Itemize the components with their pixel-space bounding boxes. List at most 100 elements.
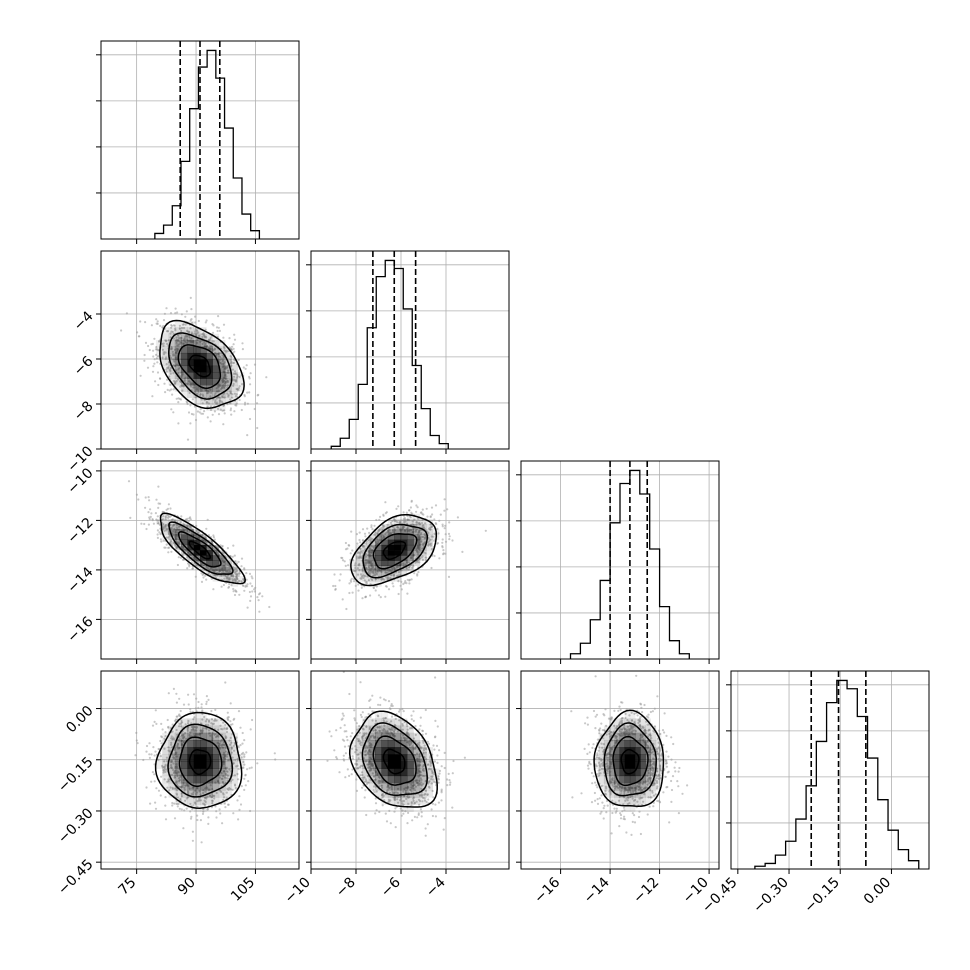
scatter-point <box>376 773 379 777</box>
scatter-point <box>381 804 384 807</box>
scatter-point <box>230 364 233 367</box>
scatter-point <box>222 583 225 587</box>
scatter-point <box>415 521 418 524</box>
scatter-point <box>170 326 173 329</box>
density-cell <box>212 378 220 386</box>
scatter-point <box>228 337 231 340</box>
density-cell <box>413 732 421 741</box>
density-cell <box>212 397 220 405</box>
scatter-point <box>184 315 187 318</box>
scatter-point <box>169 786 172 789</box>
scatter-point <box>405 797 408 801</box>
density-cell <box>375 539 382 546</box>
scatter-point <box>185 797 188 800</box>
scatter-point <box>178 697 181 700</box>
scatter-point <box>162 353 166 356</box>
scatter-point <box>358 564 361 567</box>
scatter-point <box>253 363 257 366</box>
scatter-point <box>145 786 148 789</box>
scatter-point <box>245 364 248 367</box>
density-cell <box>368 718 376 726</box>
density-cell <box>187 539 195 546</box>
density-cell <box>231 570 239 577</box>
scatter-point <box>372 571 375 574</box>
scatter-point <box>639 716 642 719</box>
scatter-point <box>237 746 240 749</box>
scatter-point <box>430 526 433 529</box>
scatter-point <box>586 716 589 719</box>
scatter-point <box>137 498 140 501</box>
scatter-point <box>652 769 655 773</box>
scatter-point <box>363 776 366 779</box>
density-cell <box>193 747 201 755</box>
scatter-point <box>170 760 173 764</box>
scatter-point <box>374 589 377 592</box>
scatter-point <box>408 742 411 745</box>
density-cell <box>413 768 421 777</box>
scatter-point <box>416 768 420 771</box>
scatter-point <box>178 746 181 750</box>
scatter-point <box>179 398 183 401</box>
scatter-point <box>376 731 379 734</box>
scatter-point <box>626 796 630 799</box>
scatter-point <box>205 702 208 706</box>
scatter-point <box>357 753 360 756</box>
x-tick-label: 90 <box>175 875 199 899</box>
scatter-point <box>218 329 221 332</box>
scatter-point <box>223 349 226 352</box>
scatter-point <box>355 759 358 762</box>
scatter-point <box>200 389 203 392</box>
scatter-point <box>249 595 253 598</box>
scatter-point <box>135 739 138 742</box>
density-cell <box>168 378 176 386</box>
density-cell <box>375 550 382 556</box>
scatter-point <box>136 331 139 334</box>
scatter-point <box>196 410 199 413</box>
scatter-point <box>398 719 401 722</box>
scatter-point <box>253 590 257 593</box>
scatter-point <box>210 709 213 713</box>
scatter-point <box>256 394 259 397</box>
scatter-point <box>607 756 610 759</box>
scatter-point <box>142 758 145 762</box>
scatter-point <box>376 714 379 717</box>
density-cell <box>181 391 188 399</box>
density-cell <box>426 775 434 784</box>
scatter-point <box>407 811 410 815</box>
scatter-point <box>366 568 369 571</box>
scatter-point <box>441 545 444 548</box>
scatter-point <box>614 741 617 745</box>
panel-frame <box>310 250 510 450</box>
density-cell <box>218 754 226 762</box>
scatter-point <box>169 750 172 753</box>
density-cell <box>400 555 408 561</box>
scatter-point <box>256 426 259 430</box>
density-cell <box>237 372 245 379</box>
density-cell <box>375 718 382 726</box>
scatter-point <box>348 582 351 585</box>
scatter-point <box>214 401 217 404</box>
density-cell <box>419 761 427 769</box>
scatter-point <box>177 368 180 371</box>
density-cell <box>193 397 201 405</box>
scatter-point <box>589 763 592 766</box>
scatter-point <box>419 771 422 774</box>
scatter-point <box>406 518 409 522</box>
scatter-point <box>241 731 244 735</box>
scatter-point <box>369 548 372 551</box>
scatter-point <box>420 781 423 784</box>
scatter-point <box>643 793 646 796</box>
scatter-point <box>461 550 464 554</box>
scatter-point <box>203 799 206 802</box>
scatter-point <box>381 577 384 581</box>
density-cell <box>155 754 163 762</box>
scatter-point <box>215 810 218 813</box>
density-cell <box>162 340 169 347</box>
scatter-point <box>608 770 611 773</box>
scatter-point <box>410 714 413 717</box>
scatter-point <box>371 549 374 552</box>
scatter-point <box>203 803 206 806</box>
scatter-point <box>379 515 382 519</box>
scatter-point <box>214 735 218 739</box>
scatter-point <box>596 786 599 789</box>
